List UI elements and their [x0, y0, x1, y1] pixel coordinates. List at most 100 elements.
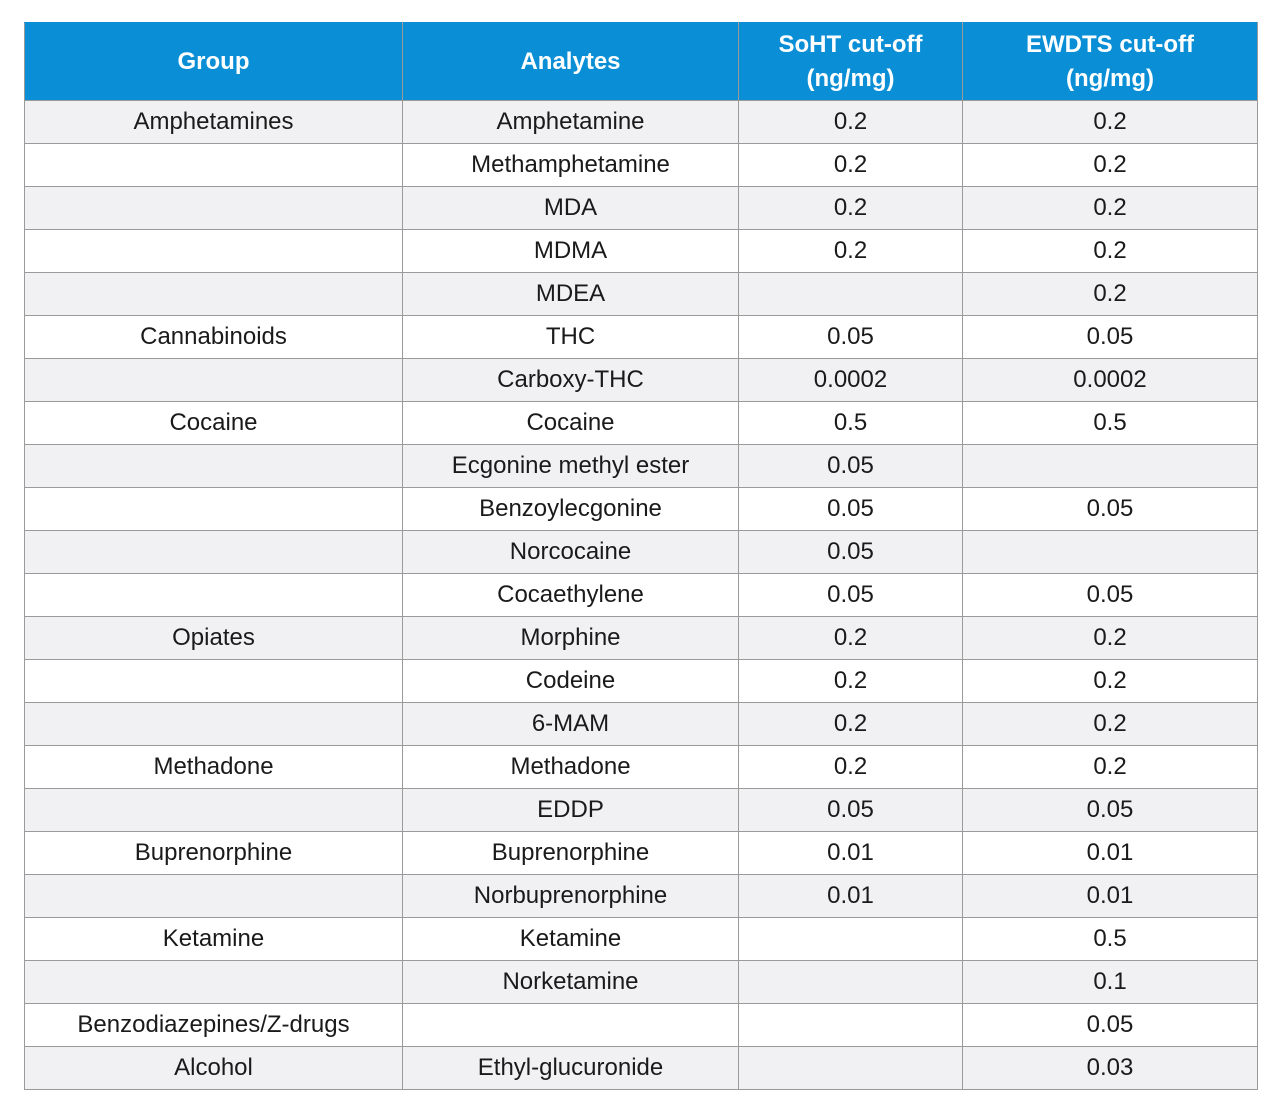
analyte-cell: Norbuprenorphine [402, 874, 739, 918]
table-row: MDMA 0.2 0.2 [24, 229, 1258, 273]
soht-cutoff-cell: 0.5 [738, 401, 963, 445]
table-row: Alcohol Ethyl-glucuronide 0.03 [24, 1046, 1258, 1090]
header-group-label: Group [177, 47, 250, 75]
group-cell [24, 659, 403, 703]
group-cell: Cannabinoids [24, 315, 403, 359]
header-analytes-label: Analytes [520, 47, 621, 75]
group-cell [24, 444, 403, 488]
group-cell: Buprenorphine [24, 831, 403, 875]
group-cell [24, 272, 403, 316]
soht-cutoff-cell: 0.01 [738, 874, 963, 918]
ewdts-cutoff-cell: 0.01 [962, 831, 1258, 875]
analyte-cell: Methamphetamine [402, 143, 739, 187]
ewdts-cutoff-cell: 0.2 [962, 745, 1258, 789]
ewdts-cutoff-cell: 0.5 [962, 917, 1258, 961]
table-row: Buprenorphine Buprenorphine 0.01 0.01 [24, 831, 1258, 875]
group-cell: Opiates [24, 616, 403, 660]
group-cell [24, 874, 403, 918]
group-cell: Ketamine [24, 917, 403, 961]
soht-cutoff-cell: 0.2 [738, 229, 963, 273]
analyte-cell: Ketamine [402, 917, 739, 961]
ewdts-cutoff-cell: 0.1 [962, 960, 1258, 1004]
soht-cutoff-cell: 0.2 [738, 616, 963, 660]
group-cell [24, 487, 403, 531]
soht-cutoff-cell [738, 917, 963, 961]
table-row: Opiates Morphine 0.2 0.2 [24, 616, 1258, 660]
analyte-cell: Cocaine [402, 401, 739, 445]
table-row: Carboxy-THC 0.0002 0.0002 [24, 358, 1258, 402]
group-cell [24, 186, 403, 230]
table-row: Methadone Methadone 0.2 0.2 [24, 745, 1258, 789]
analyte-cell: EDDP [402, 788, 739, 832]
analyte-cell: Ecgonine methyl ester [402, 444, 739, 488]
soht-cutoff-cell: 0.2 [738, 659, 963, 703]
ewdts-cutoff-cell: 0.0002 [962, 358, 1258, 402]
analyte-cell: Carboxy-THC [402, 358, 739, 402]
table-row: Cannabinoids THC 0.05 0.05 [24, 315, 1258, 359]
soht-cutoff-cell: 0.0002 [738, 358, 963, 402]
analyte-cell: Norketamine [402, 960, 739, 1004]
table-row: Cocaethylene 0.05 0.05 [24, 573, 1258, 617]
analyte-cell: Benzoylecgonine [402, 487, 739, 531]
analyte-cell: Methadone [402, 745, 739, 789]
ewdts-cutoff-cell: 0.05 [962, 788, 1258, 832]
table-row: MDA 0.2 0.2 [24, 186, 1258, 230]
soht-cutoff-cell: 0.05 [738, 487, 963, 531]
analyte-cell: Cocaethylene [402, 573, 739, 617]
group-cell [24, 960, 403, 1004]
soht-cutoff-cell [738, 272, 963, 316]
header-soht-cutoff: SoHT cut-off (ng/mg) [738, 22, 963, 101]
soht-cutoff-cell: 0.2 [738, 186, 963, 230]
soht-cutoff-cell: 0.2 [738, 143, 963, 187]
group-cell [24, 573, 403, 617]
analyte-cell: 6-MAM [402, 702, 739, 746]
analyte-cell: Ethyl-glucuronide [402, 1046, 739, 1090]
table-row: Benzoylecgonine 0.05 0.05 [24, 487, 1258, 531]
group-cell: Alcohol [24, 1046, 403, 1090]
table-row: Ketamine Ketamine 0.5 [24, 917, 1258, 961]
analyte-cell: THC [402, 315, 739, 359]
soht-cutoff-cell: 0.05 [738, 788, 963, 832]
group-cell: Amphetamines [24, 100, 403, 144]
table-header: Group Analytes SoHT cut-off (ng/mg) EWDT… [24, 22, 1258, 101]
ewdts-cutoff-cell: 0.2 [962, 616, 1258, 660]
table-row: Amphetamines Amphetamine 0.2 0.2 [24, 100, 1258, 144]
group-cell: Methadone [24, 745, 403, 789]
soht-cutoff-cell: 0.05 [738, 573, 963, 617]
table-row: Norketamine 0.1 [24, 960, 1258, 1004]
table-body: Amphetamines Amphetamine 0.2 0.2 Methampheta… [24, 100, 1258, 1090]
analyte-cell: MDEA [402, 272, 739, 316]
table-row: Cocaine Cocaine 0.5 0.5 [24, 401, 1258, 445]
ewdts-cutoff-cell: 0.05 [962, 1003, 1258, 1047]
soht-cutoff-cell [738, 1003, 963, 1047]
soht-cutoff-cell: 0.2 [738, 745, 963, 789]
table-row: Norcocaine 0.05 [24, 530, 1258, 574]
soht-cutoff-cell: 0.05 [738, 530, 963, 574]
analyte-cell: Morphine [402, 616, 739, 660]
soht-cutoff-cell [738, 1046, 963, 1090]
ewdts-cutoff-cell: 0.2 [962, 100, 1258, 144]
ewdts-cutoff-cell: 0.01 [962, 874, 1258, 918]
table-row: 6-MAM 0.2 0.2 [24, 702, 1258, 746]
analyte-cell: Norcocaine [402, 530, 739, 574]
analyte-cell [402, 1003, 739, 1047]
analyte-cell: MDA [402, 186, 739, 230]
ewdts-cutoff-cell: 0.05 [962, 315, 1258, 359]
table-row: EDDP 0.05 0.05 [24, 788, 1258, 832]
header-ewdts-line2: (ng/mg) [1066, 64, 1154, 92]
header-ewdts-line1: EWDTS cut-off [1026, 30, 1194, 58]
cutoff-table: Group Analytes SoHT cut-off (ng/mg) EWDT… [24, 22, 1258, 1090]
ewdts-cutoff-cell: 0.2 [962, 702, 1258, 746]
group-cell [24, 143, 403, 187]
soht-cutoff-cell: 0.01 [738, 831, 963, 875]
header-analytes: Analytes [402, 22, 739, 101]
ewdts-cutoff-cell: 0.2 [962, 229, 1258, 273]
header-ewdts-cutoff: EWDTS cut-off (ng/mg) [962, 22, 1258, 101]
header-soht-line2: (ng/mg) [806, 64, 895, 92]
soht-cutoff-cell: 0.05 [738, 315, 963, 359]
table-row: Benzodiazepines/Z-drugs 0.05 [24, 1003, 1258, 1047]
ewdts-cutoff-cell [962, 444, 1258, 488]
table-row: Methamphetamine 0.2 0.2 [24, 143, 1258, 187]
soht-cutoff-cell [738, 960, 963, 1004]
header-soht-line1: SoHT cut-off [778, 30, 923, 58]
